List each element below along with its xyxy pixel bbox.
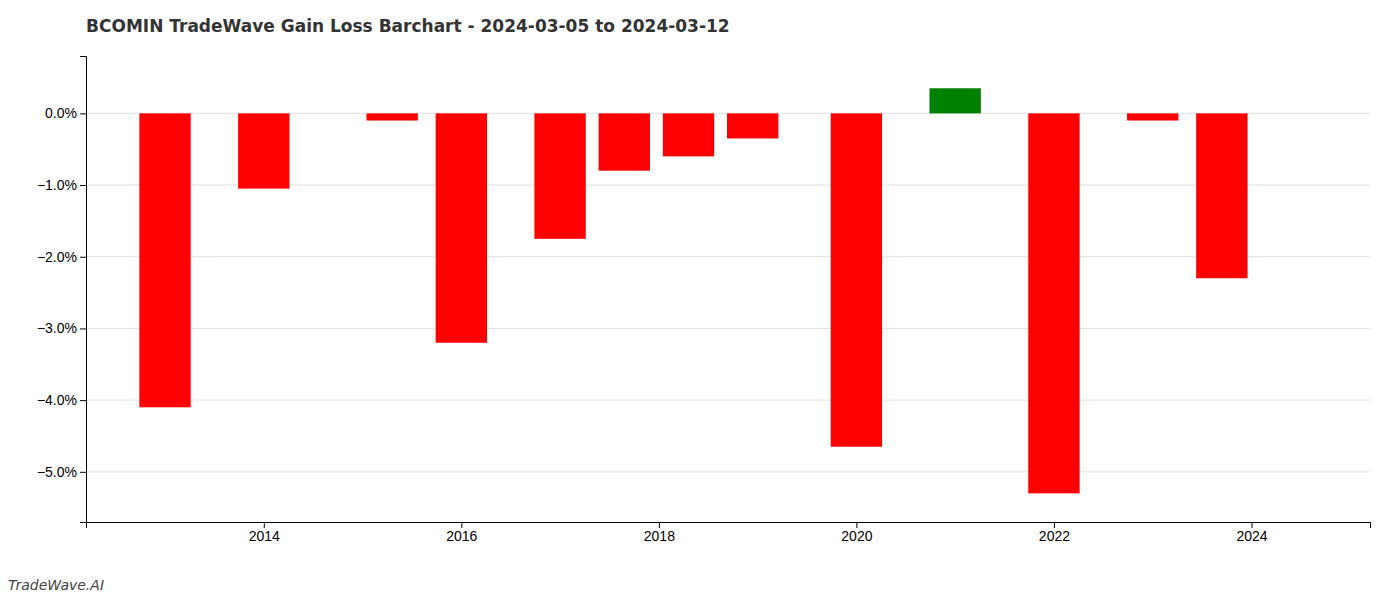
watermark: TradeWave.AI (8, 577, 104, 593)
x-tick-label: 2016 (446, 528, 477, 544)
y-tick: −3.0% (37, 320, 86, 336)
x-tick-label: 2018 (644, 528, 675, 544)
x-tick: 2024 (1236, 522, 1267, 544)
bar (727, 113, 778, 138)
y-tick-label: −1.0% (37, 177, 77, 193)
y-tick-mark (80, 257, 86, 258)
bar (1028, 113, 1079, 493)
y-tick-label: 0.0% (45, 105, 77, 121)
bar (238, 113, 289, 188)
x-tick: 2018 (644, 522, 675, 544)
y-tick: −1.0% (37, 177, 86, 193)
bar (436, 113, 487, 342)
x-axis: 2014 2016 2018 2020 2022 2024 (87, 522, 1371, 544)
title: BCOMIN TradeWave Gain Loss Barchart - 20… (86, 16, 730, 36)
y-tick-label: −4.0% (37, 392, 77, 408)
grid-line (86, 256, 1370, 257)
bar (929, 88, 980, 113)
y-tick-mark (80, 472, 86, 473)
y-tick: −5.0% (37, 464, 86, 480)
x-tick: 2016 (446, 522, 477, 544)
y-tick-mark (80, 400, 86, 401)
y-axis: 0.0% −1.0% −2.0% −3.0% −4.0% −5.0% (37, 57, 87, 523)
grid (86, 113, 1370, 471)
y-tick: −2.0% (37, 249, 86, 265)
bar (1127, 113, 1178, 120)
y-tick-label: −2.0% (37, 249, 77, 265)
grid-line (86, 471, 1370, 472)
x-tick-label: 2014 (249, 528, 280, 544)
y-tick: −4.0% (37, 392, 86, 408)
plot: 2014 2016 2018 2020 2022 2024 0.0% −1.0% −2.0% −3… (37, 57, 1371, 544)
bar (367, 113, 418, 120)
grid-line (86, 400, 1370, 401)
bar (139, 113, 190, 407)
bar (534, 113, 585, 238)
y-tick-mark (80, 113, 86, 114)
x-tick: 2020 (841, 522, 872, 544)
bar (599, 113, 650, 170)
x-tick-label: 2022 (1039, 528, 1070, 544)
y-tick-mark (80, 328, 86, 329)
y-tick-label: −5.0% (37, 464, 77, 480)
grid-line (86, 328, 1370, 329)
x-tick-label: 2024 (1236, 528, 1267, 544)
y-tick-label: −3.0% (37, 320, 77, 336)
bar (831, 113, 882, 446)
x-tick: 2014 (249, 522, 280, 544)
chart: 2014 2016 2018 2020 2022 2024 0.0% −1.0% −2.0% −3… (0, 0, 1400, 600)
bars (139, 88, 1247, 493)
bar (1196, 113, 1247, 278)
y-axis-line (80, 57, 87, 523)
bar (663, 113, 714, 156)
y-tick: 0.0% (45, 105, 86, 121)
x-tick-label: 2020 (841, 528, 872, 544)
x-tick: 2022 (1039, 522, 1070, 544)
y-tick-mark (80, 185, 86, 186)
